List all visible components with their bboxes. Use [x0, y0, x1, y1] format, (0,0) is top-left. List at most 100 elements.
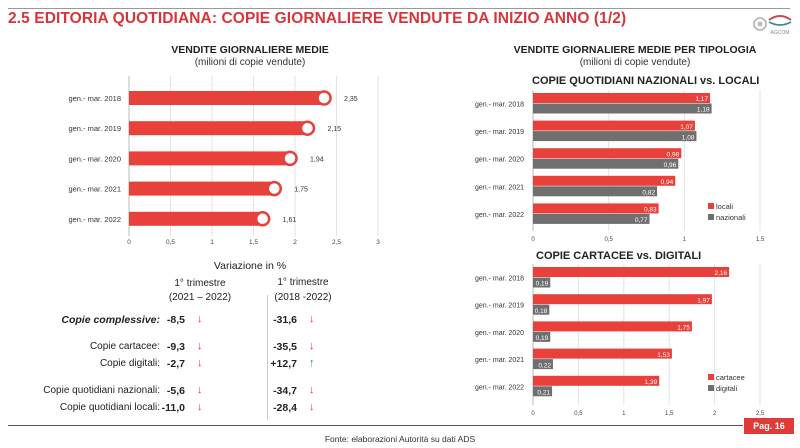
- x-tick-label: 0,5: [166, 239, 175, 246]
- bar-end-marker: [299, 120, 316, 136]
- bar-digitali: [533, 304, 550, 315]
- data-label-nazionali: 0,82: [642, 190, 655, 197]
- variation-row-label: Copie digitali:: [99, 358, 160, 369]
- data-label-locali: 0,94: [661, 179, 674, 186]
- x-tick-label: 2,5: [332, 239, 341, 246]
- bar-cartacee: [533, 294, 712, 305]
- col2-header-line1: 1° trimestre: [277, 277, 329, 288]
- data-label-digitali: 0,19: [536, 281, 549, 288]
- page-title: 2.5 EDITORIA QUOTIDIANA: COPIE GIORNALIE…: [8, 10, 627, 27]
- header-divider: [8, 8, 790, 9]
- data-label: 1,94: [310, 156, 324, 163]
- data-label-locali: 1,07: [680, 124, 693, 131]
- x-tick-label: 0,5: [604, 237, 613, 243]
- variation-row-label: Copie quotidiani nazionali:: [43, 385, 160, 396]
- x-tick-label: 1,5: [756, 237, 765, 243]
- arrow-down-icon: ↓: [309, 401, 315, 413]
- category-label: gen.- mar. 2020: [475, 157, 524, 164]
- arrow-down-icon: ↓: [309, 384, 315, 396]
- arrow-down-icon: ↓: [197, 340, 203, 352]
- category-label: gen.- mar. 2020: [68, 154, 121, 163]
- data-label-locali: 1,17: [695, 96, 708, 103]
- right-section-subtitle: (milioni di copie vendute): [579, 57, 691, 68]
- category-label: gen.- mar. 2019: [68, 124, 121, 133]
- data-label-digitali: 0,22: [538, 362, 551, 369]
- x-tick-label: 1,5: [249, 239, 258, 246]
- bar-cartacee: [533, 321, 692, 332]
- source-note: Fonte: elaborazioni Autorità su dati ADS: [324, 434, 476, 444]
- data-label-nazionali: 0,77: [635, 217, 648, 224]
- bar-end-marker: [254, 211, 271, 227]
- category-label: gen.- mar. 2022: [68, 215, 121, 224]
- col1-header-line1: 1° trimestre: [174, 278, 226, 289]
- bar-end-marker: [282, 150, 298, 167]
- variation-value: -8,5: [166, 314, 185, 326]
- arrow-down-icon: ↓: [197, 357, 203, 369]
- bar-digitali: [533, 386, 553, 397]
- legend-label-nazionali: nazionali: [716, 213, 746, 222]
- data-label-cartacee: 2,16: [714, 270, 727, 277]
- arrow-down-icon: ↓: [197, 384, 203, 396]
- variation-table: Variazione in % 1° trimestre (2021 – 202…: [0, 255, 400, 420]
- data-label-digitali: 0,19: [536, 335, 549, 342]
- bar-nazionali: [533, 131, 697, 142]
- data-label-digitali: 0,18: [535, 308, 548, 315]
- data-label-locali: 0,83: [644, 207, 657, 214]
- x-tick-label: 0: [531, 411, 535, 417]
- bar-locali: [533, 120, 695, 131]
- x-tick-label: 0,5: [574, 411, 583, 417]
- bar-end-marker: [266, 180, 282, 197]
- nazionali-locali-bar-chart: 0 0,5 1 1,5 gen.- mar. 2018 1,17 1,18 gen.- mar…: [475, 90, 765, 243]
- x-tick-label: 1: [210, 239, 214, 246]
- x-tick-label: 1: [622, 411, 626, 417]
- bar-digitali: [533, 359, 553, 370]
- category-label: gen.- mar. 2018: [68, 94, 121, 103]
- category-label: gen.- mar. 2021: [475, 357, 524, 364]
- x-tick-label: 2,5: [756, 411, 765, 417]
- arrow-down-icon: ↓: [309, 313, 315, 325]
- cartacee-digitali-bar-chart: 0 0,5 1 1,5 2 2,5 gen.- mar. 2018 2,16 0,19 gen.-…: [475, 264, 765, 417]
- legend-swatch-digitali: [708, 385, 714, 391]
- variation-value: -31,6: [273, 314, 297, 326]
- col2-header-line2: (2018 -2022): [274, 292, 332, 303]
- x-tick-label: 2: [713, 411, 717, 417]
- x-tick-label: 0: [531, 237, 535, 243]
- data-label: 2,35: [344, 96, 358, 103]
- data-label-digitali: 0,21: [537, 390, 550, 397]
- bar-locali: [533, 148, 682, 159]
- bar-locali: [533, 93, 711, 103]
- col1-header-line2: (2021 – 2022): [168, 292, 232, 303]
- variation-title: Variazione in %: [213, 260, 287, 272]
- category-label: gen.- mar. 2020: [475, 330, 524, 337]
- variation-value: -9,3: [166, 341, 185, 353]
- agcom-logo-icon: AGCOM: [752, 11, 794, 37]
- x-tick-label: 1: [683, 237, 687, 243]
- variation-row-label: Copie quotidiani locali:: [59, 402, 160, 413]
- legend-swatch-cartacee: [708, 374, 714, 380]
- data-label-nazionali: 0,96: [664, 162, 677, 169]
- footer-divider: [8, 425, 743, 426]
- arrow-down-icon: ↓: [197, 313, 203, 325]
- right-section-title: VENDITE GIORNALIERE MEDIE PER TIPOLOGIA: [513, 44, 757, 56]
- data-label: 1,75: [294, 187, 308, 194]
- data-label: 1,61: [283, 217, 297, 224]
- category-label: gen.- mar. 2019: [475, 129, 524, 136]
- left-chart-subtitle: (milioni di copie vendute): [194, 57, 306, 68]
- data-label-nazionali: 1,08: [682, 134, 695, 141]
- bar-nazionali: [533, 213, 650, 224]
- x-tick-label: 1,5: [665, 411, 674, 417]
- bar-nazionali: [533, 158, 679, 169]
- bar-digitali: [533, 331, 551, 342]
- bar-cartacee: [533, 348, 672, 359]
- category-label: gen.- mar. 2018: [475, 102, 524, 109]
- variation-row-label: Copie complessive:: [61, 314, 160, 326]
- category-label: gen.- mar. 2021: [68, 185, 121, 194]
- bar-nazionali: [533, 186, 658, 197]
- legend-label-locali: locali: [716, 202, 733, 211]
- legend-label-digitali: digitali: [716, 384, 738, 393]
- page-number-badge: Pag. 16: [744, 418, 794, 434]
- chart-cartacee-digitali-title: COPIE CARTACEE vs. DIGITALI: [536, 250, 702, 262]
- category-label: gen.- mar. 2022: [475, 212, 524, 219]
- bar: [129, 151, 291, 166]
- bar-end-marker: [316, 90, 332, 106]
